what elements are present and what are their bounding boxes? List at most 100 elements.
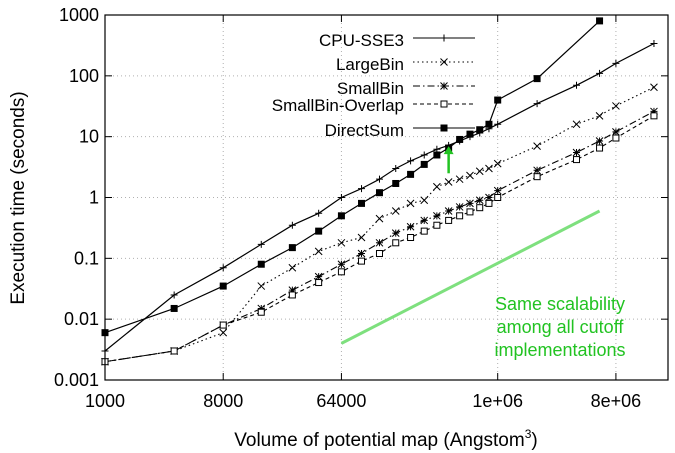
annotation-text-line-1: Same scalability — [495, 294, 625, 314]
point-largebin — [455, 175, 464, 184]
point-directsum — [257, 260, 265, 268]
point-largebin — [572, 120, 581, 129]
point-cpu-sse3 — [257, 240, 265, 248]
point-directsum — [337, 212, 345, 220]
legend-marker-largebin — [440, 58, 448, 66]
point-cpu-sse3 — [170, 291, 178, 299]
point-largebin — [466, 171, 474, 180]
y-tick-label: 1 — [89, 188, 99, 208]
point-directsum — [476, 126, 484, 134]
point-smallbin-overlap — [466, 208, 474, 216]
point-largebin — [493, 159, 502, 168]
point-cpu-sse3 — [612, 59, 620, 67]
legend-marker-directsum — [440, 124, 448, 132]
point-smallbin — [595, 137, 604, 145]
point-largebin — [475, 167, 484, 176]
point-cpu-sse3 — [420, 151, 428, 159]
point-largebin — [257, 282, 266, 290]
point-largebin — [612, 102, 620, 110]
point-smallbin-overlap — [573, 156, 581, 164]
y-tick-label: 1000 — [59, 5, 99, 25]
point-smallbin — [493, 186, 502, 195]
x-tick-label: 1000 — [85, 391, 125, 411]
series-lines — [101, 17, 658, 366]
point-smallbin — [257, 304, 266, 313]
point-largebin — [433, 182, 441, 191]
point-directsum — [494, 96, 502, 104]
legend-marker-smallbin-overlap — [440, 100, 448, 108]
point-smallbin — [357, 249, 366, 258]
point-smallbin — [314, 272, 323, 281]
point-directsum — [288, 244, 296, 252]
point-largebin — [420, 196, 429, 205]
x-axis-label-main: Volume of potential map (Angstom — [234, 430, 524, 451]
y-axis-label: Execution time (seconds) — [8, 91, 29, 304]
point-smallbin — [612, 127, 620, 136]
x-tick-label: 1e+06 — [472, 391, 523, 411]
point-directsum — [392, 179, 400, 187]
x-axis-label-suffix: ) — [531, 430, 537, 451]
point-smallbin-overlap — [596, 144, 604, 152]
y-tick-label: 0.1 — [74, 248, 99, 268]
point-directsum — [375, 189, 383, 197]
point-directsum — [358, 199, 366, 207]
point-directsum — [466, 130, 474, 138]
point-directsum — [485, 120, 493, 128]
point-largebin — [406, 199, 415, 208]
point-cpu-sse3 — [337, 194, 345, 201]
x-axis-label-superscript: 3 — [525, 427, 532, 441]
point-largebin — [533, 142, 541, 150]
point-directsum — [170, 304, 178, 312]
point-largebin — [314, 247, 323, 256]
point-smallbin-overlap — [433, 221, 441, 229]
point-directsum — [533, 75, 541, 83]
point-cpu-sse3 — [358, 185, 366, 193]
point-cpu-sse3 — [573, 81, 581, 89]
series-line-smallbin — [104, 110, 655, 363]
point-smallbin — [288, 286, 297, 294]
y-tick-label: 0.01 — [64, 309, 99, 329]
point-largebin — [595, 111, 604, 120]
legend-label-smallbin: SmallBin — [337, 79, 404, 98]
legend-marker-cpu-sse3 — [440, 34, 448, 42]
y-tick-label: 100 — [69, 66, 99, 86]
point-directsum — [315, 227, 323, 235]
annotation-arrow-head — [443, 146, 454, 155]
point-smallbin-overlap — [219, 321, 227, 329]
point-directsum — [433, 151, 441, 159]
point-smallbin-overlap — [494, 194, 502, 201]
axis-ticks: 1000 8000 64000 1e+06 8e+06 0.001 0.01 0.1 1 10 10… — [54, 5, 668, 411]
x-tick-label: 64000 — [316, 391, 366, 411]
legend-label-smallbin-overlap: SmallBin-Overlap — [272, 96, 404, 115]
point-smallbin-overlap — [288, 291, 296, 299]
annotation-text-line-2: among all cutoff — [497, 317, 625, 337]
point-largebin — [219, 328, 228, 337]
point-directsum — [407, 170, 415, 178]
y-tick-label: 10 — [79, 127, 99, 147]
point-smallbin — [650, 107, 658, 116]
legend-label-cpu-sse3: CPU-SSE3 — [319, 31, 404, 50]
y-tick-label: 0.001 — [54, 370, 99, 390]
point-smallbin — [485, 193, 493, 202]
point-smallbin-overlap — [650, 112, 658, 120]
series-directsum — [101, 17, 604, 337]
point-smallbin — [420, 216, 429, 225]
point-smallbin — [475, 196, 484, 205]
legend-label-directsum: DirectSum — [325, 121, 404, 140]
x-axis-label: Volume of potential map (Angstom3) — [234, 427, 537, 451]
point-largebin — [337, 238, 346, 247]
point-smallbin — [337, 260, 346, 269]
point-cpu-sse3 — [219, 264, 227, 272]
point-smallbin-overlap — [485, 199, 493, 207]
point-smallbin-overlap — [476, 204, 484, 212]
point-largebin — [357, 233, 366, 242]
point-largebin — [485, 164, 493, 173]
point-smallbin — [406, 222, 415, 231]
point-cpu-sse3 — [494, 120, 502, 128]
point-smallbin-overlap — [375, 250, 383, 258]
point-smallbin — [572, 148, 581, 157]
annotations: Same scalability among all cutoff implem… — [340, 146, 626, 360]
point-directsum — [596, 17, 604, 25]
point-smallbin-overlap — [445, 216, 453, 224]
point-cpu-sse3 — [288, 221, 296, 229]
